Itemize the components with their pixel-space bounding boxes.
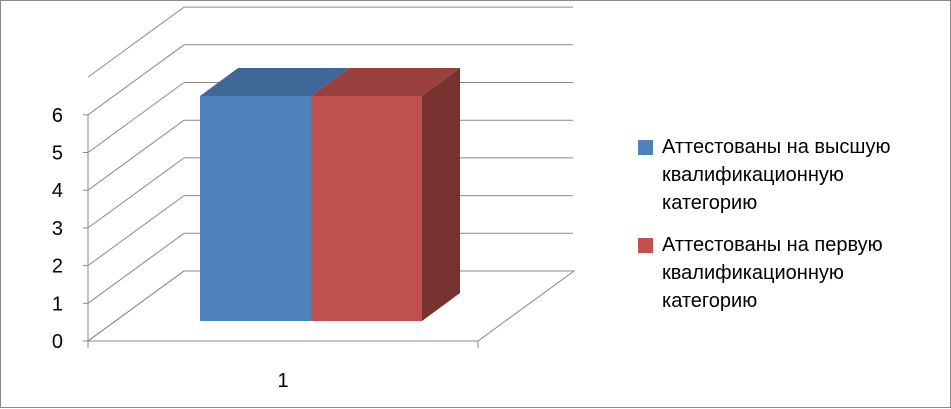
bar-top-2 (311, 68, 460, 96)
y-tick-label: 2 (52, 256, 63, 278)
bar-top-1 (200, 68, 349, 96)
y-tick-label: 3 (52, 218, 63, 240)
side-gridline (87, 232, 185, 304)
side-gridline (87, 119, 185, 191)
side-gridline (87, 6, 185, 78)
side-gridline (87, 157, 185, 229)
legend-swatch-blue (638, 140, 653, 155)
y-tick-label: 5 (52, 143, 63, 165)
y-tick-label: 0 (52, 331, 63, 353)
side-gridline (87, 195, 185, 267)
y-tick-label: 1 (52, 293, 63, 315)
bar-side-2 (422, 68, 460, 321)
legend-item-higher-category: Аттестованы на высшую квалификационную к… (638, 133, 943, 217)
bar-2 (311, 96, 422, 321)
side-gridline (87, 44, 185, 116)
y-tick-label: 6 (52, 105, 63, 127)
side-gridline (87, 270, 185, 342)
side-gridline (87, 82, 185, 153)
x-tick-label: 1 (277, 370, 288, 392)
legend-label-first-category: Аттестованы на первую квалификационную к… (662, 234, 883, 312)
legend-swatch-red (638, 238, 653, 253)
legend-item-first-category: Аттестованы на первую квалификационную к… (638, 231, 943, 315)
legend: Аттестованы на высшую квалификационную к… (638, 133, 943, 329)
y-tick-label: 4 (52, 180, 63, 202)
legend-label-higher-category: Аттестованы на высшую квалификационную к… (662, 136, 891, 214)
bar-1 (200, 96, 311, 321)
